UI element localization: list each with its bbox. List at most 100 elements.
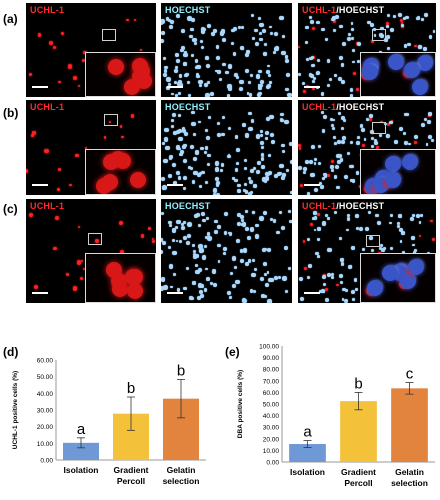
- uchl1-cell: [120, 250, 125, 255]
- nucleus-cell: [338, 112, 341, 115]
- uchl1-cell: [432, 238, 435, 242]
- bar: [289, 444, 326, 462]
- nucleus-cell: [373, 34, 377, 37]
- nucleus-cell: [249, 227, 254, 232]
- nucleus-cell: [250, 119, 255, 124]
- uchl1-cell: [299, 183, 303, 187]
- inset-nucleus: [404, 61, 421, 78]
- x-category-label: Percoll: [344, 478, 372, 488]
- nucleus-cell: [355, 214, 359, 218]
- nucleus-cell: [246, 92, 250, 96]
- nucleus-cell: [401, 231, 405, 235]
- region-of-interest-box: [372, 122, 386, 134]
- nucleus-cell: [324, 38, 328, 42]
- scale-bar: [167, 86, 183, 88]
- nucleus-cell: [335, 165, 340, 170]
- nucleus-cell: [394, 140, 398, 144]
- nucleus-cell: [334, 14, 339, 19]
- nucleus-cell: [275, 46, 280, 51]
- nucleus-cell: [305, 40, 309, 44]
- nucleus-cell: [312, 79, 315, 83]
- uchl1-cell: [326, 174, 330, 177]
- nucleus-cell: [182, 158, 187, 163]
- merge-title-white: /HOECHST: [336, 102, 385, 112]
- nucleus-cell: [411, 213, 415, 217]
- nucleus-cell: [390, 213, 394, 217]
- nucleus-cell: [171, 238, 176, 242]
- nucleus-cell: [183, 53, 188, 58]
- nucleus-cell: [198, 79, 203, 85]
- nucleus-cell: [321, 290, 325, 294]
- nucleus-cell: [287, 266, 291, 270]
- nucleus-cell: [337, 77, 342, 82]
- nucleus-cell: [267, 170, 273, 176]
- nucleus-cell: [387, 46, 391, 50]
- nucleus-cell: [317, 254, 320, 258]
- nucleus-cell: [305, 25, 309, 29]
- nucleus-cell: [193, 41, 197, 45]
- micrograph-merge-a: UCHL-1/HOECHST: [298, 3, 436, 97]
- nucleus-cell: [161, 238, 163, 242]
- nucleus-cell: [178, 239, 182, 243]
- nucleus-cell: [401, 251, 405, 255]
- significance-letter: a: [303, 424, 312, 441]
- nucleus-cell: [302, 166, 307, 171]
- nucleus-cell: [162, 72, 167, 78]
- nucleus-cell: [319, 290, 323, 294]
- nucleus-cell: [199, 293, 205, 299]
- nucleus-cell: [325, 214, 329, 218]
- nucleus-cell: [168, 245, 172, 250]
- nucleus-cell: [188, 94, 192, 97]
- nucleus-cell: [178, 113, 181, 117]
- uchl1-cell: [37, 33, 42, 38]
- uchl1-cell: [53, 45, 57, 49]
- nucleus-cell: [168, 18, 172, 23]
- nucleus-cell: [257, 84, 261, 88]
- nucleus-cell: [212, 28, 217, 33]
- nucleus-cell: [219, 77, 223, 81]
- nucleus-cell: [253, 184, 257, 188]
- nucleus-cell: [298, 166, 302, 171]
- uchl1-cell: [303, 90, 306, 93]
- nucleus-cell: [236, 148, 240, 152]
- nucleus-cell: [311, 63, 315, 68]
- nucleus-cell: [166, 77, 171, 83]
- nucleus-cell: [265, 171, 270, 177]
- scale-bar: [32, 292, 48, 294]
- nucleus-cell: [321, 221, 327, 226]
- nucleus-cell: [205, 129, 209, 133]
- uchl1-cell: [68, 64, 73, 69]
- uchl1-cell: [31, 134, 34, 137]
- nucleus-cell: [410, 217, 415, 222]
- scale-bar: [32, 86, 48, 88]
- nucleus-cell: [259, 22, 264, 28]
- nucleus-cell: [347, 32, 352, 37]
- nucleus-cell: [217, 70, 221, 74]
- nucleus-cell: [380, 26, 384, 31]
- nucleus-cell: [260, 157, 265, 161]
- nucleus-cell: [195, 269, 200, 275]
- y-tick-label: 20.00: [37, 424, 54, 431]
- nucleus-cell: [330, 169, 334, 173]
- y-tick-label: 10.00: [263, 448, 280, 455]
- zoom-inset: [360, 253, 436, 303]
- nucleus-cell: [167, 173, 173, 179]
- nucleus-cell: [176, 219, 181, 225]
- y-tick-label: 40.00: [37, 391, 54, 398]
- nucleus-cell: [333, 211, 337, 215]
- nucleus-cell: [256, 170, 260, 174]
- nucleus-cell: [259, 129, 264, 134]
- nucleus-cell: [164, 127, 169, 133]
- nucleus-cell: [370, 145, 375, 149]
- x-category-label: Isolation: [290, 467, 325, 477]
- nucleus-cell: [201, 211, 205, 216]
- zoom-inset: [84, 51, 156, 97]
- nucleus-cell: [309, 57, 313, 61]
- uchl1-cell: [72, 286, 78, 291]
- x-category-label: Gelatin: [395, 467, 424, 477]
- nucleus-cell: [192, 254, 197, 259]
- nucleus-cell: [340, 280, 344, 284]
- nucleus-cell: [323, 114, 327, 119]
- nucleus-cell: [228, 231, 233, 236]
- nucleus-cell: [213, 219, 218, 224]
